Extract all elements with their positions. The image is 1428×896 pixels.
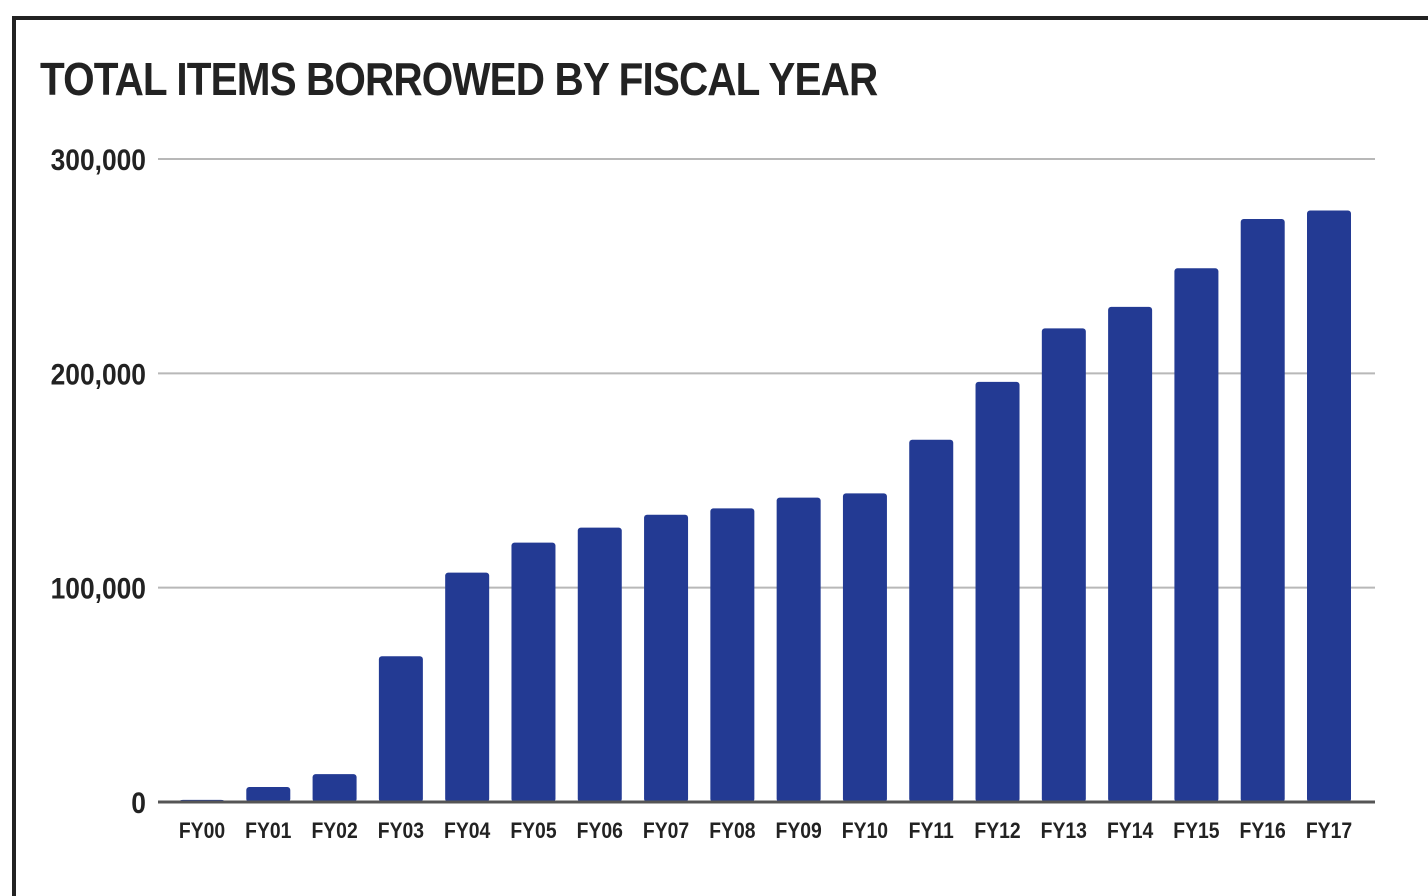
bar xyxy=(842,493,887,802)
bar xyxy=(1174,268,1219,802)
gridlines xyxy=(158,158,1375,589)
bar xyxy=(710,508,755,802)
bars xyxy=(180,210,1351,803)
bar xyxy=(1307,210,1351,802)
x-tick-label: FY17 xyxy=(1306,819,1352,843)
y-tick-label: 200,000 xyxy=(51,357,146,391)
x-tick-label: FY11 xyxy=(909,819,954,843)
bar xyxy=(1240,219,1285,803)
bar xyxy=(378,656,423,802)
x-tick-label: FY03 xyxy=(378,819,424,843)
x-tick-label: FY07 xyxy=(643,819,689,843)
bar xyxy=(776,497,821,802)
chart-title: TOTAL ITEMS BORROWED BY FISCAL YEAR xyxy=(40,53,878,105)
bar xyxy=(1108,306,1153,802)
x-tick-label: FY15 xyxy=(1173,819,1219,843)
chart-frame xyxy=(12,16,1428,896)
x-axis-ticks: FY00 FY01 FY02 FY03 FY04 FY05 FY06 FY07 FY08 FY09… xyxy=(179,819,1352,843)
y-tick-label: 0 xyxy=(131,785,146,819)
x-tick-label: FY04 xyxy=(444,819,491,843)
x-tick-label: FY02 xyxy=(311,819,357,843)
x-tick-label: FY08 xyxy=(709,819,755,843)
bar xyxy=(577,527,622,802)
x-tick-label: FY06 xyxy=(577,819,623,843)
bar xyxy=(1041,328,1086,802)
bar xyxy=(246,786,291,802)
x-tick-label: FY00 xyxy=(179,819,225,843)
y-tick-label: 100,000 xyxy=(51,571,146,605)
bar xyxy=(511,542,556,802)
x-tick-label: FY01 xyxy=(245,819,291,843)
x-tick-label: FY16 xyxy=(1240,819,1286,843)
x-tick-label: FY13 xyxy=(1041,819,1087,843)
bar xyxy=(445,572,490,802)
bar xyxy=(909,439,954,802)
bar xyxy=(644,514,689,802)
bar xyxy=(975,381,1020,802)
x-tick-label: FY05 xyxy=(510,819,556,843)
x-tick-label: FY14 xyxy=(1107,819,1154,843)
x-tick-label: FY09 xyxy=(776,819,822,843)
x-tick-label: FY10 xyxy=(842,819,888,843)
x-tick-label: FY12 xyxy=(974,819,1020,843)
y-axis-ticks: 0 100,000 200,000 300,000 xyxy=(51,142,146,819)
bar xyxy=(312,774,357,802)
y-tick-label: 300,000 xyxy=(51,142,146,176)
